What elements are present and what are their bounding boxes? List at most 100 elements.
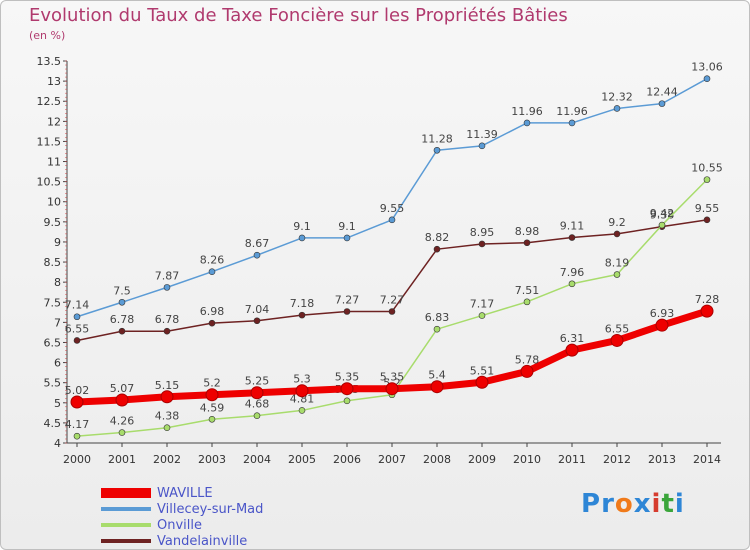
data-point — [658, 100, 666, 107]
x-tick-label: 2013 — [648, 453, 676, 466]
data-point — [163, 284, 171, 291]
data-label: 7.27 — [380, 294, 405, 307]
data-label: 9.55 — [695, 202, 720, 215]
data-point — [163, 327, 171, 335]
brand-letter: r — [601, 489, 615, 519]
data-point — [565, 343, 579, 357]
data-label: 13.06 — [691, 61, 723, 74]
data-point — [433, 245, 441, 253]
data-point — [343, 308, 351, 315]
data-point — [658, 221, 666, 229]
x-tick-label: 2012 — [603, 453, 631, 466]
y-tick-label: 7.5 — [44, 296, 62, 309]
data-point — [253, 251, 261, 259]
legend-swatch-vandelainville — [101, 539, 151, 543]
data-point — [478, 142, 486, 150]
data-point — [208, 319, 216, 327]
x-tick-label: 2014 — [693, 453, 721, 466]
data-point — [655, 318, 669, 332]
brand-letter: o — [614, 489, 634, 519]
y-tick-label: 5.5 — [44, 377, 62, 390]
data-point — [478, 240, 486, 248]
y-tick-label: 6.5 — [44, 336, 62, 349]
data-label: 5.15 — [155, 379, 180, 392]
data-label: 4.81 — [290, 392, 315, 405]
data-point — [73, 337, 81, 344]
data-point — [613, 271, 621, 278]
data-label: 7.04 — [245, 303, 270, 316]
data-label: 7.51 — [515, 284, 540, 297]
data-label: 6.93 — [650, 307, 675, 320]
x-tick-label: 2004 — [243, 453, 271, 466]
data-label: 4.59 — [200, 401, 225, 414]
data-label: 6.83 — [425, 311, 450, 324]
data-label: 8.82 — [425, 231, 450, 244]
data-label: 12.32 — [601, 90, 633, 103]
data-point — [70, 395, 84, 409]
y-tick-label: 6 — [54, 357, 61, 370]
legend-item-vandelainville: Vandelainville — [101, 533, 263, 549]
data-label: 11.39 — [466, 128, 498, 141]
data-label: 7.5 — [113, 284, 131, 297]
data-point — [205, 388, 219, 402]
y-tick-label: 8.5 — [44, 256, 62, 269]
data-label: 8.26 — [200, 254, 225, 267]
data-label: 7.27 — [335, 294, 360, 307]
data-point — [115, 393, 129, 407]
x-tick-label: 2001 — [108, 453, 136, 466]
data-label: 5.35 — [335, 371, 360, 384]
data-point — [163, 424, 171, 432]
data-label: 7.14 — [65, 299, 90, 312]
x-tick-label: 2002 — [153, 453, 181, 466]
data-label: 12.44 — [646, 86, 678, 99]
data-label: 6.31 — [560, 332, 585, 345]
y-tick-label: 7 — [54, 316, 61, 329]
proxiti-logo: Proxiti — [581, 489, 685, 519]
data-label: 10.55 — [691, 162, 723, 175]
y-tick-label: 12 — [47, 115, 61, 128]
x-tick-label: 2003 — [198, 453, 226, 466]
brand-letter: i — [674, 489, 685, 519]
data-label: 6.78 — [110, 313, 135, 326]
y-tick-label: 11 — [47, 156, 61, 169]
legend-item-villecey-sur-mad: Villecey-sur-Mad — [101, 501, 263, 517]
y-tick-label: 9 — [54, 236, 61, 249]
data-label: 9.11 — [560, 220, 585, 233]
data-label: 9.1 — [293, 220, 311, 233]
x-tick-label: 2010 — [513, 453, 541, 466]
data-point — [298, 311, 306, 319]
data-label: 5.25 — [245, 375, 270, 388]
data-point — [433, 146, 441, 154]
data-point — [568, 280, 576, 288]
data-label: 5.2 — [203, 377, 221, 390]
data-point — [520, 364, 534, 378]
data-point — [118, 429, 126, 436]
data-point — [523, 239, 531, 247]
chart-legend: WAVILLE Villecey-sur-Mad Onville Vandela… — [101, 485, 263, 549]
data-label: 6.78 — [155, 313, 180, 326]
data-label: 6.98 — [200, 305, 225, 318]
data-label: 7.87 — [155, 269, 180, 282]
data-label: 8.19 — [605, 257, 630, 270]
data-point — [703, 75, 711, 82]
data-point — [208, 268, 216, 276]
data-label: 9.2 — [608, 216, 626, 229]
data-label: 6.55 — [65, 322, 90, 335]
data-label: 11.28 — [421, 132, 453, 145]
y-tick-label: 13 — [47, 75, 61, 88]
x-tick-label: 2008 — [423, 453, 451, 466]
data-label: 9.55 — [380, 202, 405, 215]
data-point — [700, 304, 714, 318]
brand-letter: i — [651, 489, 662, 519]
x-tick-label: 2005 — [288, 453, 316, 466]
data-point — [250, 386, 264, 400]
data-point — [568, 234, 576, 241]
data-point — [295, 384, 309, 398]
data-label: 4.38 — [155, 410, 180, 423]
data-label: 5.51 — [470, 364, 495, 377]
legend-label-vandelainville: Vandelainville — [157, 533, 248, 549]
data-point — [253, 412, 261, 419]
data-point — [433, 325, 441, 333]
data-label: 9.42 — [650, 207, 675, 220]
